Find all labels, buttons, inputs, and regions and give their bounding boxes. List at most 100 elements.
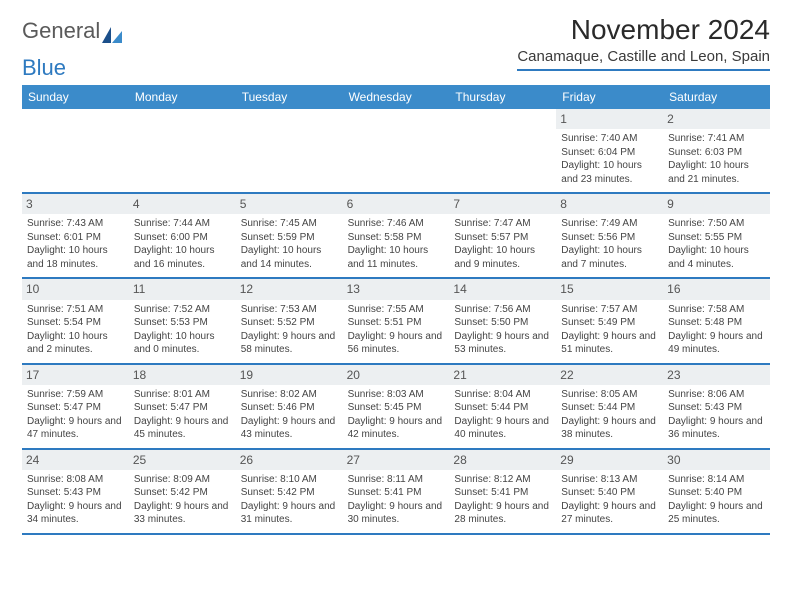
day-number: 16 xyxy=(663,279,770,299)
day-cell: 17Sunrise: 7:59 AMSunset: 5:47 PMDayligh… xyxy=(22,365,129,448)
sunrise-text: Sunrise: 7:53 AM xyxy=(241,303,338,317)
sunrise-text: Sunrise: 8:13 AM xyxy=(561,473,658,487)
sunset-text: Sunset: 5:49 PM xyxy=(561,316,658,330)
day-cell: 22Sunrise: 8:05 AMSunset: 5:44 PMDayligh… xyxy=(556,365,663,448)
day-cell: 30Sunrise: 8:14 AMSunset: 5:40 PMDayligh… xyxy=(663,450,770,533)
day-cell: 14Sunrise: 7:56 AMSunset: 5:50 PMDayligh… xyxy=(449,279,556,362)
day-cell: 2Sunrise: 7:41 AMSunset: 6:03 PMDaylight… xyxy=(663,109,770,192)
day-header-cell: Monday xyxy=(129,85,236,109)
day-cell xyxy=(129,109,236,192)
calendar-page: General November 2024 Canamaque, Castill… xyxy=(0,0,792,545)
daylight-text: Daylight: 10 hours and 0 minutes. xyxy=(134,330,231,357)
sunrise-text: Sunrise: 8:12 AM xyxy=(454,473,551,487)
day-cell: 23Sunrise: 8:06 AMSunset: 5:43 PMDayligh… xyxy=(663,365,770,448)
day-number: 21 xyxy=(449,365,556,385)
sunset-text: Sunset: 6:04 PM xyxy=(561,146,658,160)
day-number: 29 xyxy=(556,450,663,470)
week-row: 24Sunrise: 8:08 AMSunset: 5:43 PMDayligh… xyxy=(22,450,770,535)
sunset-text: Sunset: 5:44 PM xyxy=(454,401,551,415)
week-row: 10Sunrise: 7:51 AMSunset: 5:54 PMDayligh… xyxy=(22,279,770,364)
day-header-cell: Wednesday xyxy=(343,85,450,109)
day-cell: 26Sunrise: 8:10 AMSunset: 5:42 PMDayligh… xyxy=(236,450,343,533)
sunrise-text: Sunrise: 8:04 AM xyxy=(454,388,551,402)
sunrise-text: Sunrise: 8:14 AM xyxy=(668,473,765,487)
week-row: 3Sunrise: 7:43 AMSunset: 6:01 PMDaylight… xyxy=(22,194,770,279)
day-number: 9 xyxy=(663,194,770,214)
sunset-text: Sunset: 5:43 PM xyxy=(27,486,124,500)
day-number: 11 xyxy=(129,279,236,299)
day-number: 30 xyxy=(663,450,770,470)
daylight-text: Daylight: 10 hours and 21 minutes. xyxy=(668,159,765,186)
daylight-text: Daylight: 9 hours and 30 minutes. xyxy=(348,500,445,527)
daylight-text: Daylight: 10 hours and 9 minutes. xyxy=(454,244,551,271)
day-cell: 27Sunrise: 8:11 AMSunset: 5:41 PMDayligh… xyxy=(343,450,450,533)
day-number: 5 xyxy=(236,194,343,214)
sunset-text: Sunset: 5:58 PM xyxy=(348,231,445,245)
day-number: 20 xyxy=(343,365,450,385)
sunset-text: Sunset: 5:41 PM xyxy=(348,486,445,500)
sunset-text: Sunset: 5:53 PM xyxy=(134,316,231,330)
daylight-text: Daylight: 9 hours and 56 minutes. xyxy=(348,330,445,357)
day-number: 14 xyxy=(449,279,556,299)
sunrise-text: Sunrise: 7:45 AM xyxy=(241,217,338,231)
day-cell: 16Sunrise: 7:58 AMSunset: 5:48 PMDayligh… xyxy=(663,279,770,362)
sunset-text: Sunset: 6:00 PM xyxy=(134,231,231,245)
daylight-text: Daylight: 10 hours and 2 minutes. xyxy=(27,330,124,357)
daylight-text: Daylight: 9 hours and 42 minutes. xyxy=(348,415,445,442)
day-cell: 18Sunrise: 8:01 AMSunset: 5:47 PMDayligh… xyxy=(129,365,236,448)
day-number: 15 xyxy=(556,279,663,299)
daylight-text: Daylight: 9 hours and 36 minutes. xyxy=(668,415,765,442)
day-number: 2 xyxy=(663,109,770,129)
sunrise-text: Sunrise: 7:43 AM xyxy=(27,217,124,231)
sunrise-text: Sunrise: 8:06 AM xyxy=(668,388,765,402)
day-cell: 5Sunrise: 7:45 AMSunset: 5:59 PMDaylight… xyxy=(236,194,343,277)
day-number xyxy=(236,109,343,129)
sunrise-text: Sunrise: 7:58 AM xyxy=(668,303,765,317)
day-number: 10 xyxy=(22,279,129,299)
day-number: 4 xyxy=(129,194,236,214)
sunset-text: Sunset: 5:46 PM xyxy=(241,401,338,415)
day-header-cell: Saturday xyxy=(663,85,770,109)
sunset-text: Sunset: 5:44 PM xyxy=(561,401,658,415)
day-header-cell: Sunday xyxy=(22,85,129,109)
sunrise-text: Sunrise: 8:09 AM xyxy=(134,473,231,487)
sunrise-text: Sunrise: 7:44 AM xyxy=(134,217,231,231)
calendar: SundayMondayTuesdayWednesdayThursdayFrid… xyxy=(22,85,770,535)
sunset-text: Sunset: 5:51 PM xyxy=(348,316,445,330)
day-number: 28 xyxy=(449,450,556,470)
day-number xyxy=(22,109,129,129)
sunset-text: Sunset: 5:41 PM xyxy=(454,486,551,500)
day-cell: 7Sunrise: 7:47 AMSunset: 5:57 PMDaylight… xyxy=(449,194,556,277)
day-cell: 15Sunrise: 7:57 AMSunset: 5:49 PMDayligh… xyxy=(556,279,663,362)
day-cell: 29Sunrise: 8:13 AMSunset: 5:40 PMDayligh… xyxy=(556,450,663,533)
week-row: 17Sunrise: 7:59 AMSunset: 5:47 PMDayligh… xyxy=(22,365,770,450)
daylight-text: Daylight: 10 hours and 18 minutes. xyxy=(27,244,124,271)
daylight-text: Daylight: 10 hours and 7 minutes. xyxy=(561,244,658,271)
sunrise-text: Sunrise: 8:03 AM xyxy=(348,388,445,402)
sunset-text: Sunset: 5:50 PM xyxy=(454,316,551,330)
day-number: 7 xyxy=(449,194,556,214)
day-number: 22 xyxy=(556,365,663,385)
day-header-cell: Tuesday xyxy=(236,85,343,109)
sunrise-text: Sunrise: 7:52 AM xyxy=(134,303,231,317)
daylight-text: Daylight: 9 hours and 53 minutes. xyxy=(454,330,551,357)
day-number xyxy=(129,109,236,129)
sunrise-text: Sunrise: 7:40 AM xyxy=(561,132,658,146)
daylight-text: Daylight: 9 hours and 58 minutes. xyxy=(241,330,338,357)
day-number: 6 xyxy=(343,194,450,214)
day-number: 8 xyxy=(556,194,663,214)
day-number xyxy=(449,109,556,129)
day-cell: 25Sunrise: 8:09 AMSunset: 5:42 PMDayligh… xyxy=(129,450,236,533)
day-cell: 6Sunrise: 7:46 AMSunset: 5:58 PMDaylight… xyxy=(343,194,450,277)
daylight-text: Daylight: 9 hours and 47 minutes. xyxy=(27,415,124,442)
daylight-text: Daylight: 9 hours and 33 minutes. xyxy=(134,500,231,527)
daylight-text: Daylight: 9 hours and 51 minutes. xyxy=(561,330,658,357)
day-number: 25 xyxy=(129,450,236,470)
daylight-text: Daylight: 9 hours and 38 minutes. xyxy=(561,415,658,442)
day-number: 23 xyxy=(663,365,770,385)
daylight-text: Daylight: 9 hours and 27 minutes. xyxy=(561,500,658,527)
sunset-text: Sunset: 5:47 PM xyxy=(27,401,124,415)
sunrise-text: Sunrise: 7:47 AM xyxy=(454,217,551,231)
day-cell: 12Sunrise: 7:53 AMSunset: 5:52 PMDayligh… xyxy=(236,279,343,362)
day-number: 26 xyxy=(236,450,343,470)
